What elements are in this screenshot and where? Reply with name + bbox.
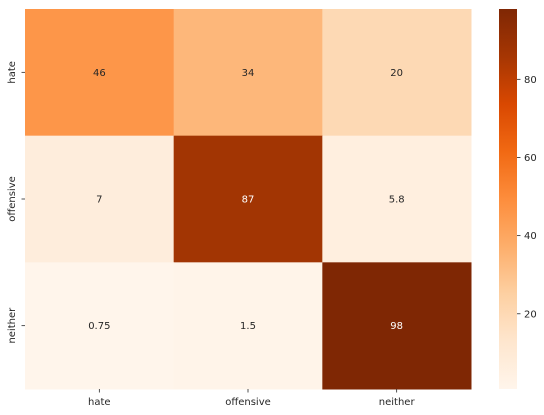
x-axis: hate offensive neither (88, 389, 415, 408)
cell-value-label: 0.75 (88, 321, 110, 332)
heatmap-cell-neither-neither (322, 262, 472, 390)
cell-value-label: 34 (242, 68, 255, 79)
heatmap-cell-neither-hate (25, 262, 175, 390)
cell-value-label: 98 (390, 321, 403, 332)
heatmap-cell-offensive-offensive (173, 135, 323, 263)
heatmap-cell-hate-offensive (173, 9, 323, 137)
x-tick-label-hate: hate (88, 397, 111, 408)
colorbar-tick-label: 80 (524, 75, 537, 86)
colorbar-tick-label: 20 (524, 309, 537, 320)
colorbar-axis: 20 40 60 80 (517, 75, 537, 320)
heatmap-cell-offensive-hate (25, 135, 175, 263)
colorbar (499, 9, 517, 389)
heatmap-cell-labels: 46 34 20 7 87 5.8 0.75 1.5 98 (88, 68, 404, 332)
y-tick-label-offensive: offensive (7, 176, 18, 222)
x-tick-label-offensive: offensive (225, 397, 271, 408)
colorbar-gradient (499, 9, 517, 389)
y-tick-label-hate: hate (7, 61, 18, 84)
cell-value-label: 20 (390, 68, 403, 79)
colorbar-tick-label: 40 (524, 231, 537, 242)
cell-value-label: 87 (242, 195, 255, 206)
colorbar-tick-label: 60 (524, 153, 537, 164)
cell-value-label: 1.5 (240, 321, 256, 332)
cell-value-label: 7 (96, 195, 102, 206)
cell-value-label: 46 (93, 68, 106, 79)
heatmap-cell-neither-offensive (173, 262, 323, 390)
x-tick-label-neither: neither (379, 397, 416, 408)
y-axis: hate offensive neither (7, 61, 25, 344)
cell-value-label: 5.8 (389, 195, 405, 206)
y-tick-label-neither: neither (7, 307, 18, 344)
heatmap-cell-offensive-neither (322, 135, 472, 263)
heatmap-cell-hate-neither (322, 9, 472, 137)
heatmap-cell-hate-hate (25, 9, 175, 137)
heatmap-cells (25, 9, 472, 390)
